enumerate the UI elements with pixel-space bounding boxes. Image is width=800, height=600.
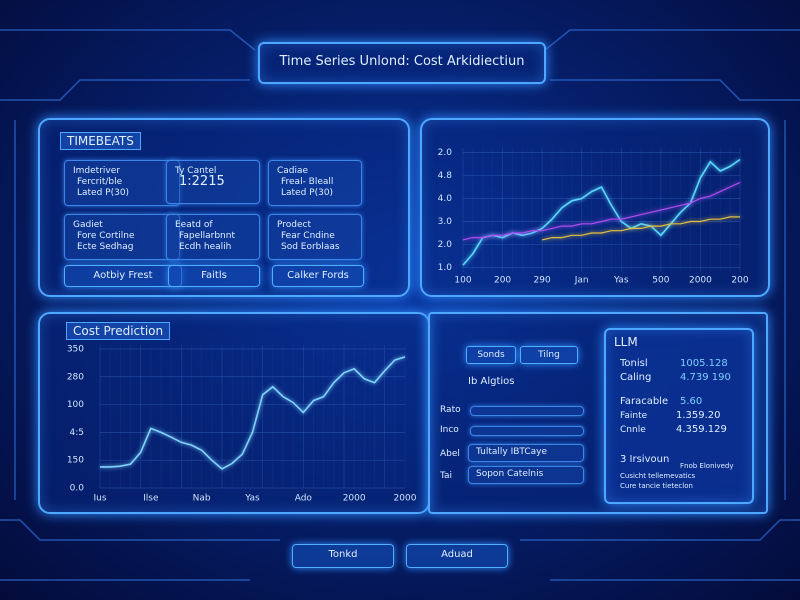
footer-line: Cusicht tellemevatics (620, 472, 696, 480)
metric-label: Fainte (620, 411, 648, 421)
x-tick-label: 500 (652, 276, 669, 286)
series-line (462, 158, 741, 266)
section-title: Faracable (620, 396, 669, 407)
series-line (541, 216, 740, 241)
x-tick-label: Ius (93, 494, 106, 504)
metric-value: 4.359.129 (676, 424, 727, 435)
dropdown[interactable]: Tilng (520, 346, 578, 364)
info-card: Gadiet Fore Cortilne Ecte Sedhag (64, 214, 180, 260)
info-card: Cadiae Freal- Bleall Lated P(30) (268, 160, 362, 206)
x-tick-label: 2000 (343, 494, 366, 504)
y-tick-label: 3.0 (438, 217, 453, 227)
row-label: Abel (440, 449, 460, 459)
y-tick-label: 0.0 (70, 484, 85, 494)
series-line (100, 356, 406, 470)
card-title: Eeatd of (175, 220, 213, 230)
panel-button[interactable]: Calker Fords (272, 265, 364, 287)
x-tick-label: Yas (613, 276, 629, 286)
x-tick-label: 100 (454, 276, 471, 286)
info-card: Imdetriver Fercrit/ble Lated P(30) (64, 160, 180, 206)
dropdown[interactable]: Sonds (466, 346, 516, 364)
series-line (462, 181, 741, 241)
x-tick-label: 290 (534, 276, 551, 286)
card-line: Freal- Bleall (281, 177, 334, 187)
metric-label: Caling (620, 372, 652, 383)
y-tick-label: 4:5 (70, 428, 84, 438)
x-tick-label: 2000 (689, 276, 712, 286)
x-tick-label: Nab (193, 494, 211, 504)
info-card: Ty Cantel 1:2215 (166, 160, 260, 204)
y-tick-label: 280 (67, 372, 84, 382)
card-line: Lated P(30) (281, 188, 334, 198)
llm-title: LLM (614, 335, 638, 349)
row-text: Sopon Catelnis (476, 469, 544, 479)
x-tick-label: 200 (731, 276, 748, 286)
footer-line: Cure tancie tieteclon (620, 482, 693, 490)
action-button[interactable]: Aduad (406, 544, 508, 568)
cost-panel (38, 312, 430, 514)
y-tick-label: 1.0 (438, 263, 453, 273)
action-button[interactable]: Tonkd (292, 544, 394, 568)
panel-button[interactable]: Faitls (168, 265, 260, 287)
y-tick-label: 4.8 (438, 171, 453, 181)
metric-value: 4.739 190 (680, 372, 731, 383)
y-tick-label: 350 (67, 344, 84, 354)
card-line: Ecte Sedhag (77, 242, 134, 252)
info-card: Eeatd of Fapellarbnnt Ecdh healih (166, 214, 260, 260)
metric-value: 1.359.20 (676, 410, 721, 421)
y-tick-label: 4.0 (438, 194, 453, 204)
row-text: Tultally IBTCaye (476, 447, 548, 457)
x-tick-label: 2000 (394, 494, 417, 504)
card-line: Ecdh healih (179, 242, 232, 252)
llm-panel: LLM Tonisl 1005.128 Caling 4.739 190 Faracab… (604, 328, 754, 504)
metric-value: 1005.128 (680, 358, 728, 369)
y-tick-label: 100 (67, 400, 84, 410)
chart-title: Cost Prediction (66, 322, 171, 340)
card-title: Ty Cantel (175, 166, 217, 176)
y-tick-label: 150 (67, 456, 84, 466)
card-line: Sod Eorblaas (281, 242, 340, 252)
x-tick-label: Yas (244, 494, 260, 504)
slider (470, 406, 584, 416)
x-tick-label: Ilse (143, 494, 159, 504)
card-line: Fore Cortilne (77, 231, 135, 241)
x-tick-label: Jan (574, 276, 589, 286)
row-field (468, 444, 584, 462)
card-line: Fapellarbnnt (179, 231, 235, 241)
card-line: Fear Cndine (281, 231, 335, 241)
y-tick-label: 2.0 (438, 148, 453, 158)
row-field (468, 466, 584, 484)
card-title: Cadiae (277, 166, 309, 176)
metric-label: Tonisl (620, 358, 648, 369)
card-line: Lated P(30) (77, 188, 130, 198)
card-line: 1:2215 (179, 174, 225, 189)
footer-note: Fnob Elonivedy (680, 462, 734, 470)
slider-label: Rato (440, 405, 461, 415)
y-tick-label: 2.0 (438, 240, 453, 250)
metric-label: Cnnle (620, 425, 646, 435)
row-label: Tai (440, 471, 453, 481)
x-tick-label: 200 (494, 276, 511, 286)
card-title: Imdetriver (73, 166, 120, 176)
card-title: Gadiet (73, 220, 103, 230)
panel-button[interactable]: Aotbiy Frest (64, 265, 182, 287)
slider (470, 426, 584, 436)
title-box: Time Series Unlond: Cost Arkidiectiun (258, 42, 546, 84)
card-line: Fercrit/ble (77, 177, 123, 187)
panel-title: TIMEBEATS (60, 132, 141, 150)
page-title: Time Series Unlond: Cost Arkidiectiun (279, 54, 525, 69)
card-title: Prodect (277, 220, 312, 230)
controls-heading: Ib Algtios (468, 376, 515, 387)
slider-label: Inco (440, 425, 459, 435)
info-card: Prodect Fear Cndine Sod Eorblaas (268, 214, 362, 260)
x-tick-label: Ado (295, 494, 313, 504)
footer-title: 3 Irsivoun (620, 454, 670, 465)
section-value: 5.60 (680, 396, 703, 407)
